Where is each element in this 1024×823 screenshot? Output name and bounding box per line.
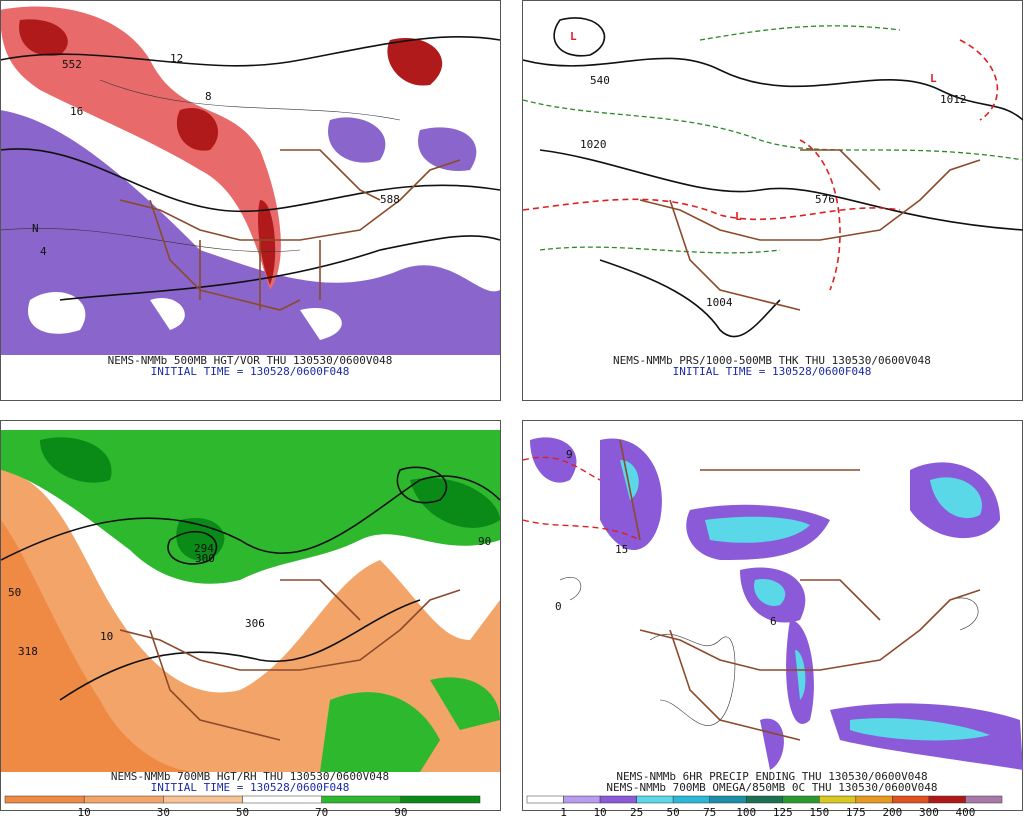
colorbar-label: 75 — [703, 806, 716, 819]
colorbar-label: 50 — [667, 806, 680, 819]
colorbar-swatch — [526, 795, 564, 804]
subcaption: INITIAL TIME = 130528/0600F048 — [151, 365, 350, 378]
contour-label: 0 — [555, 600, 562, 613]
colorbar-swatch — [745, 795, 784, 804]
colorbar-swatch — [400, 795, 481, 804]
contour-label: 306 — [245, 617, 265, 630]
colorbar-label: 400 — [956, 806, 976, 819]
contour-label: 90 — [478, 535, 491, 548]
map: 0 15 6 9 — [523, 437, 1023, 770]
colorbar-label: 175 — [846, 806, 866, 819]
frame — [0, 420, 501, 811]
colorbar-swatch — [163, 795, 243, 804]
contour-label: 552 — [62, 58, 82, 71]
colorbar: 10 30 50 70 90 — [4, 795, 481, 819]
frame — [0, 0, 501, 401]
contour-label: 9 — [566, 448, 573, 461]
contour-label: 6 — [770, 615, 777, 628]
subcaption: NEMS-NMMb 700MB OMEGA/850MB 0C THU 13053… — [606, 781, 937, 794]
subcaption: INITIAL TIME = 130528/0600F048 — [151, 781, 350, 794]
panel-pressure: L L L 1004 1012 1020 540 576 NEMS-NMMb P… — [522, 0, 1023, 401]
colorbar-swatch — [965, 795, 1003, 804]
contour-label: 12 — [170, 52, 183, 65]
colorbar-label: 1 — [560, 806, 567, 819]
colorbar-label: 10 — [593, 806, 606, 819]
colorbar-swatch — [83, 795, 164, 804]
panel-vorticity: 552 588 12 8 16 4 N NEMS-NMMb 500MB HGT/… — [0, 0, 501, 401]
contour-label: 588 — [380, 193, 400, 206]
contour-label: 318 — [18, 645, 38, 658]
map: L L L 1004 1012 1020 540 576 — [523, 17, 1023, 338]
colorbar-swatch — [242, 795, 322, 804]
colorbar-label: 50 — [236, 806, 249, 819]
colorbar: 1 10 25 50 75 100 125 150 175 200 300 400 — [526, 795, 1003, 819]
colorbar-swatch — [321, 795, 402, 804]
colorbar-label: 125 — [773, 806, 793, 819]
colorbar-label: 100 — [736, 806, 756, 819]
colorbar-label: 90 — [394, 806, 407, 819]
map: 300 306 318 294 50 10 90 — [1, 430, 501, 772]
colorbar-swatch — [892, 795, 930, 804]
colorbar-label: 150 — [809, 806, 829, 819]
low-marker: L — [735, 210, 742, 223]
colorbar-label: 10 — [78, 806, 91, 819]
colorbar-label: 200 — [882, 806, 902, 819]
contour-label: 540 — [590, 74, 610, 87]
panel-humidity: 300 306 318 294 50 10 90 NEMS-NMMb 700MB… — [0, 420, 501, 819]
contour-label: 16 — [70, 105, 83, 118]
colorbar-swatch — [563, 795, 601, 804]
frame — [522, 420, 1023, 811]
caption: NEMS-NMMb 6HR PRECIP ENDING THU 130530/0… — [616, 770, 927, 783]
contour-label: 294 — [194, 542, 214, 555]
colorbar-swatch — [709, 795, 747, 804]
contour-label: 50 — [8, 586, 21, 599]
colorbar-swatch — [636, 795, 674, 804]
frame — [522, 0, 1023, 401]
colorbar-swatch — [819, 795, 857, 804]
panel-precip: 0 15 6 9 NEMS-NMMb 6HR PRECIP ENDING THU… — [522, 420, 1023, 819]
contour-label: 300 — [195, 552, 215, 565]
colorbar-label: 30 — [157, 806, 170, 819]
colorbar-swatch — [672, 795, 710, 804]
colorbar-label: 25 — [630, 806, 643, 819]
contour-label: 576 — [815, 193, 835, 206]
colorbar-label: 300 — [919, 806, 939, 819]
colorbar-swatch — [928, 795, 966, 804]
low-marker: L — [570, 30, 577, 43]
map: 552 588 12 8 16 4 N — [1, 6, 501, 355]
colorbar-swatch — [855, 795, 893, 804]
caption: NEMS-NMMb 700MB HGT/RH THU 130530/0600V0… — [111, 770, 389, 783]
caption: NEMS-NMMb 500MB HGT/VOR THU 130530/0600V… — [108, 354, 393, 367]
low-marker: L — [930, 72, 937, 85]
colorbar-swatch — [4, 795, 85, 804]
colorbar-swatch — [599, 795, 637, 804]
colorbar-label: 70 — [315, 806, 328, 819]
contour-label: 1012 — [940, 93, 967, 106]
contour-label: 10 — [100, 630, 113, 643]
caption: NEMS-NMMb PRS/1000-500MB THK THU 130530/… — [613, 354, 931, 367]
subcaption: INITIAL TIME = 130528/0600F048 — [673, 365, 872, 378]
contour-label: 4 — [40, 245, 47, 258]
contour-label: 8 — [205, 90, 212, 103]
contour-label: 15 — [615, 543, 628, 556]
contour-label: 1004 — [706, 296, 733, 309]
colorbar-swatch — [782, 795, 820, 804]
contour-label: 1020 — [580, 138, 607, 151]
contour-label: N — [32, 222, 39, 235]
